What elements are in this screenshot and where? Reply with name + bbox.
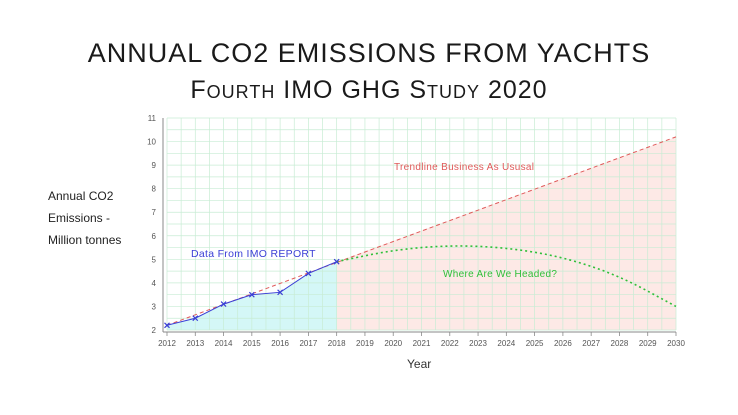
y-tick-label: 2 [152,326,157,335]
x-axis-label: Year [407,357,432,371]
x-tick-label: 2016 [271,339,289,348]
data-point-marker [248,291,255,298]
data-point-marker [305,270,312,277]
y-axis-label-line: Emissions - [48,211,111,225]
chart-title: ANNUAL CO2 EMISSIONS FROM YACHTS [87,38,651,68]
y-axis-label-line: Annual CO2 [48,189,114,203]
y-tick-label: 8 [152,185,157,194]
x-tick-label: 2029 [639,339,657,348]
y-tick-label: 6 [152,232,157,241]
x-tick-label: 2012 [158,339,176,348]
x-tick-label: 2022 [441,339,459,348]
x-tick-label: 2024 [497,339,515,348]
y-axis-label: Annual CO2 Emissions - Million tonnes [48,185,158,251]
series-label-where-headed: Where Are We Headed? [443,269,557,280]
y-tick-label: 7 [152,208,157,217]
y-axis-label-line: Million tonnes [48,233,122,247]
y-tick-label: 11 [148,114,157,123]
x-tick-label: 2015 [243,339,261,348]
x-tick-label: 2030 [667,339,685,348]
series-label-trendline: Trendline Business As Ususal [394,162,534,173]
chart-subtitle: Fourth IMO GHG Study 2020 [190,76,548,104]
x-tick-label: 2020 [384,339,402,348]
y-tick-label: 9 [152,161,157,170]
x-tick-label: 2017 [299,339,317,348]
x-tick-label: 2019 [356,339,374,348]
data-point-marker [164,322,170,329]
y-tick-label: 3 [152,302,157,311]
series-label-imo-report: Data From IMO REPORT [191,248,316,260]
data-point-marker [277,289,284,296]
y-tick-label: 10 [147,138,156,147]
x-tick-label: 2028 [611,339,629,348]
y-tick-label: 5 [152,255,157,264]
x-tick-label: 2027 [582,339,600,348]
y-tick-label: 4 [152,279,157,288]
x-tick-label: 2023 [469,339,487,348]
x-tick-label: 2026 [554,339,572,348]
x-tick-label: 2025 [526,339,544,348]
data-point-marker [333,258,340,265]
data-point-marker [192,315,199,322]
x-tick-label: 2018 [328,339,346,348]
x-tick-label: 2014 [215,339,233,348]
data-point-marker [220,301,227,308]
x-tick-label: 2021 [413,339,431,348]
x-tick-label: 2013 [186,339,204,348]
